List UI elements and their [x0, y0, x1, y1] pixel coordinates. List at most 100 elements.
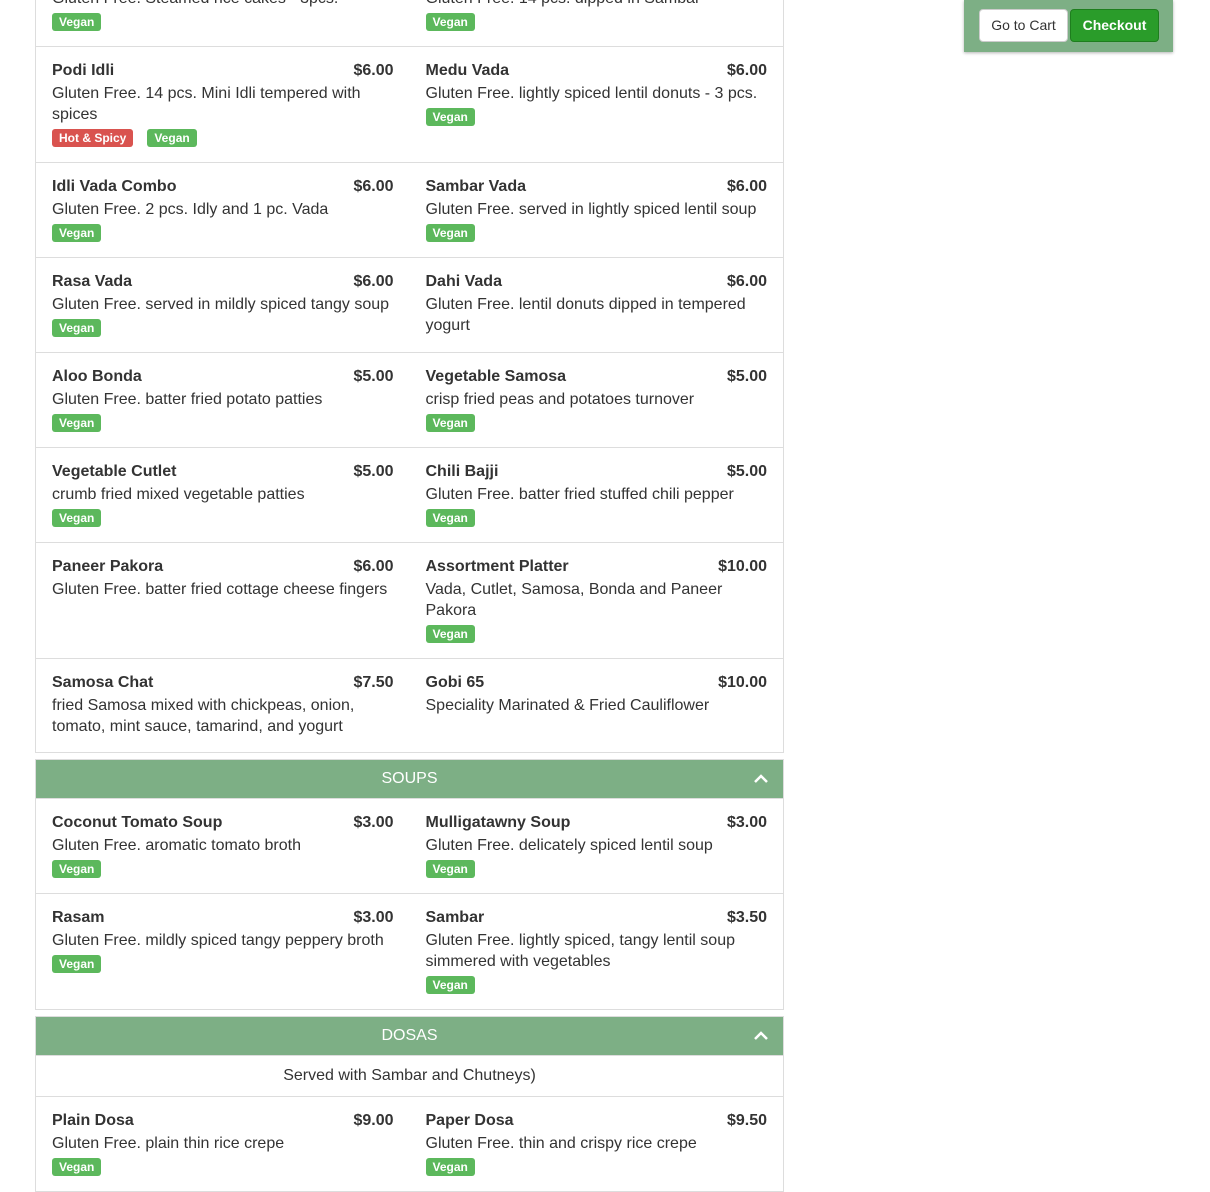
- menu-item[interactable]: Medu Vada $6.00 Gluten Free. lightly spice…: [410, 47, 784, 162]
- cart-panel: Go to Cart Checkout: [964, 0, 1173, 52]
- item-tags: Vegan: [52, 319, 394, 337]
- menu-item[interactable]: Assortment Platter $10.00 Vada, Cutlet, Sa…: [410, 543, 784, 658]
- item-tags: Vegan: [52, 414, 394, 432]
- tag: Vegan: [425, 976, 475, 994]
- menu-item[interactable]: Mulligatawny Soup $3.00 Gluten Free. delic…: [410, 799, 784, 893]
- item-tags: Hot & Spicy Vegan: [52, 129, 394, 147]
- item-header: Assortment Platter $10.00: [426, 557, 768, 577]
- item-name: Paneer Pakora: [52, 558, 164, 575]
- menu-item[interactable]: Gobi 65 $10.00 Speciality Marinated & Frie…: [410, 659, 784, 752]
- item-name: Sambar: [425, 909, 485, 926]
- item-description: Gluten Free. aromatic tomato broth: [52, 837, 301, 854]
- item-header: Chili Bajji $5.00: [426, 462, 768, 482]
- menu-item[interactable]: Chili Bajji $5.00 Gluten Free. batter frie…: [410, 448, 784, 542]
- menu-item[interactable]: Aloo Bonda $5.00 Gluten Free. batter fried…: [36, 353, 410, 447]
- menu-row: Idli Vada Combo $6.00 Gluten Free. 2 pcs. …: [35, 163, 784, 258]
- item-description: Gluten Free. batter fried potato patties: [52, 391, 323, 408]
- item-price: $5.00: [353, 463, 394, 480]
- item-price: $9.00: [353, 1112, 394, 1129]
- item-name: Rasa Vada: [52, 273, 133, 290]
- item-price: $7.50: [353, 674, 394, 691]
- tag: Vegan: [52, 13, 102, 31]
- item-price: $6.00: [726, 62, 767, 79]
- tag: Vegan: [425, 224, 475, 242]
- item-price: $5.00: [726, 368, 767, 385]
- item-header: Vegetable Cutlet $5.00: [52, 462, 394, 482]
- item-description: Gluten Free. 14 pcs. Mini Idli tempered …: [52, 85, 361, 123]
- item-name: Chili Bajji: [425, 463, 499, 480]
- item-description: Gluten Free. lightly spiced lentil donut…: [425, 85, 758, 102]
- tag: Vegan: [425, 860, 475, 878]
- tag: Vegan: [52, 509, 102, 527]
- tag: Vegan: [52, 319, 102, 337]
- menu-item[interactable]: Idli Vada Combo $6.00 Gluten Free. 2 pcs. …: [36, 163, 410, 257]
- menu-item[interactable]: Vegetable Cutlet $5.00 crumb fried mixed v…: [36, 448, 410, 542]
- menu-item[interactable]: Podi Idli $6.00 Gluten Free. 14 pcs. Mini …: [36, 47, 410, 162]
- menu-item[interactable]: Sambar $3.50 Gluten Free. lightly spiced, …: [410, 894, 784, 1009]
- item-name: Idli Vada Combo: [52, 178, 177, 195]
- tag: Vegan: [425, 1158, 475, 1176]
- item-price: $10.00: [718, 674, 767, 691]
- menu-item[interactable]: Gluten Free. 14 pcs. dipped in Sambar Veg…: [410, 0, 784, 46]
- menu-item[interactable]: Plain Dosa $9.00 Gluten Free. plain thin r…: [36, 1097, 410, 1191]
- item-tags: Vegan: [425, 976, 768, 994]
- tag: Vegan: [425, 414, 475, 432]
- menu-row: Vegetable Cutlet $5.00 crumb fried mixed v…: [35, 448, 784, 543]
- item-tags: Vegan: [425, 509, 768, 527]
- tag: Vegan: [52, 860, 102, 878]
- menu-row: Coconut Tomato Soup $3.00 Gluten Free. aro…: [35, 799, 784, 894]
- item-tags: Vegan: [425, 625, 768, 643]
- item-name: Rasam: [52, 909, 105, 926]
- menu-row: Aloo Bonda $5.00 Gluten Free. batter fried…: [35, 353, 784, 448]
- menu-item[interactable]: Vegetable Samosa $5.00 crisp fried peas an…: [410, 353, 784, 447]
- item-name: Aloo Bonda: [52, 368, 142, 385]
- item-description: crisp fried peas and potatoes turnover: [425, 391, 695, 408]
- menu-item[interactable]: Samosa Chat $7.50 fried Samosa mixed with …: [36, 659, 410, 752]
- item-tags: Vegan: [425, 224, 768, 242]
- item-price: $6.00: [353, 178, 394, 195]
- item-tags: Vegan: [425, 13, 768, 31]
- item-price: $9.50: [726, 1112, 767, 1129]
- item-description: Gluten Free. served in mildly spiced tan…: [52, 296, 390, 313]
- section-header[interactable]: SOUPS: [35, 759, 784, 799]
- section-header[interactable]: DOSAS: [35, 1016, 784, 1056]
- item-header: Dahi Vada $6.00: [426, 272, 768, 292]
- chevron-icon: [754, 1031, 768, 1040]
- item-price: $3.50: [726, 909, 767, 926]
- item-name: Coconut Tomato Soup: [52, 814, 223, 831]
- item-header: Paneer Pakora $6.00: [52, 557, 394, 577]
- checkout-button[interactable]: Checkout: [1070, 9, 1159, 42]
- tag: Vegan: [425, 509, 475, 527]
- menu-item[interactable]: Rasam $3.00 Gluten Free. mildly spiced tan…: [36, 894, 410, 1009]
- tag: Vegan: [425, 108, 475, 126]
- menu-item[interactable]: Sambar Vada $6.00 Gluten Free. served in l…: [410, 163, 784, 257]
- item-name: Plain Dosa: [52, 1112, 134, 1129]
- item-description: Gluten Free. delicately spiced lentil so…: [425, 837, 713, 854]
- item-price: $3.00: [353, 814, 394, 831]
- item-name: Paper Dosa: [425, 1112, 514, 1129]
- menu-item[interactable]: Rasa Vada $6.00 Gluten Free. served in mil…: [36, 258, 410, 352]
- menu-item[interactable]: Paper Dosa $9.50 Gluten Free. thin and cri…: [410, 1097, 784, 1191]
- section-note: Served with Sambar and Chutneys): [35, 1056, 784, 1097]
- menu-item[interactable]: Coconut Tomato Soup $3.00 Gluten Free. aro…: [36, 799, 410, 893]
- item-description: Vada, Cutlet, Samosa, Bonda and Paneer P…: [425, 581, 723, 619]
- tag: Vegan: [52, 955, 102, 973]
- menu-item[interactable]: Paneer Pakora $6.00 Gluten Free. batter fr…: [36, 543, 410, 658]
- item-description: fried Samosa mixed with chickpeas, onion…: [52, 697, 355, 735]
- item-header: Vegetable Samosa $5.00: [426, 367, 768, 387]
- item-price: $6.00: [726, 178, 767, 195]
- item-description: Gluten Free. served in lightly spiced le…: [425, 201, 757, 218]
- tag: Vegan: [52, 1158, 102, 1176]
- go-to-cart-button[interactable]: Go to Cart: [979, 9, 1068, 42]
- item-tags: Vegan: [52, 224, 394, 242]
- item-header: Idli Vada Combo $6.00: [52, 177, 394, 197]
- item-name: Samosa Chat: [52, 674, 154, 691]
- item-price: $6.00: [726, 273, 767, 290]
- tag: Vegan: [147, 129, 197, 147]
- menu-item[interactable]: Dahi Vada $6.00 Gluten Free. lentil donuts…: [410, 258, 784, 352]
